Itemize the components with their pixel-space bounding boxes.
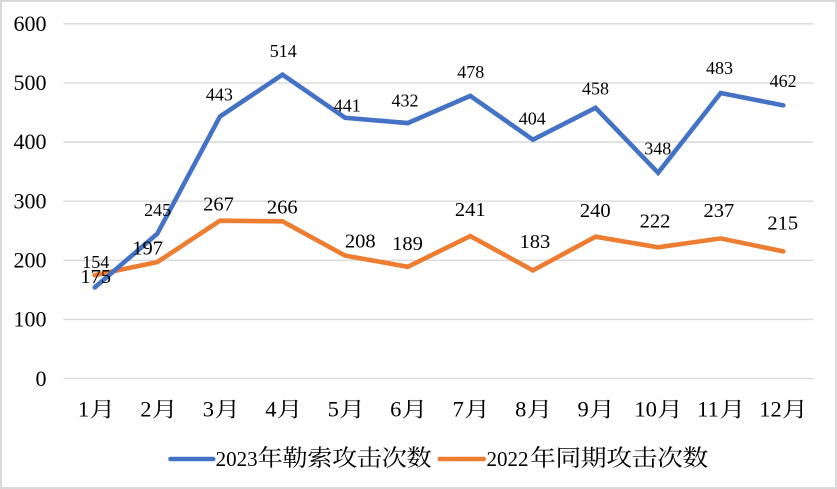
svg-text:266: 266 <box>267 197 298 219</box>
svg-text:500: 500 <box>14 70 47 95</box>
svg-text:12: 12 <box>759 397 782 422</box>
svg-text:240: 240 <box>580 200 611 222</box>
svg-text:2022: 2022 <box>487 447 529 471</box>
svg-text:0: 0 <box>36 366 47 391</box>
svg-text:222: 222 <box>640 210 671 232</box>
svg-text:237: 237 <box>704 200 735 222</box>
svg-text:4: 4 <box>265 397 276 422</box>
svg-text:241: 241 <box>455 199 486 221</box>
svg-text:478: 478 <box>457 62 484 82</box>
svg-text:462: 462 <box>770 71 797 91</box>
svg-text:197: 197 <box>132 238 163 260</box>
svg-text:189: 189 <box>392 233 423 255</box>
svg-text:6: 6 <box>390 397 401 422</box>
svg-text:7: 7 <box>453 397 464 422</box>
svg-text:9: 9 <box>577 397 588 422</box>
svg-text:441: 441 <box>334 96 361 116</box>
svg-text:10: 10 <box>634 397 657 422</box>
svg-text:267: 267 <box>203 194 234 216</box>
svg-text:208: 208 <box>345 231 376 253</box>
svg-text:483: 483 <box>706 58 733 78</box>
svg-text:458: 458 <box>582 79 609 99</box>
svg-text:600: 600 <box>14 11 47 36</box>
svg-text:514: 514 <box>270 41 297 61</box>
svg-text:100: 100 <box>14 307 47 332</box>
svg-text:1: 1 <box>78 397 89 422</box>
svg-text:348: 348 <box>644 138 671 158</box>
svg-text:3: 3 <box>203 397 214 422</box>
svg-text:200: 200 <box>14 248 47 273</box>
svg-text:2023: 2023 <box>216 447 258 471</box>
svg-text:2: 2 <box>140 397 151 422</box>
svg-text:8: 8 <box>515 397 526 422</box>
svg-text:245: 245 <box>144 200 171 220</box>
svg-text:215: 215 <box>767 212 798 234</box>
svg-text:5: 5 <box>328 397 339 422</box>
svg-text:175: 175 <box>80 266 111 288</box>
svg-text:11: 11 <box>697 397 719 422</box>
svg-text:443: 443 <box>206 85 233 105</box>
svg-text:300: 300 <box>14 188 47 213</box>
svg-text:400: 400 <box>14 129 47 154</box>
svg-text:432: 432 <box>392 90 419 110</box>
svg-text:154: 154 <box>82 252 109 272</box>
svg-text:404: 404 <box>519 108 546 128</box>
svg-text:183: 183 <box>520 231 551 253</box>
